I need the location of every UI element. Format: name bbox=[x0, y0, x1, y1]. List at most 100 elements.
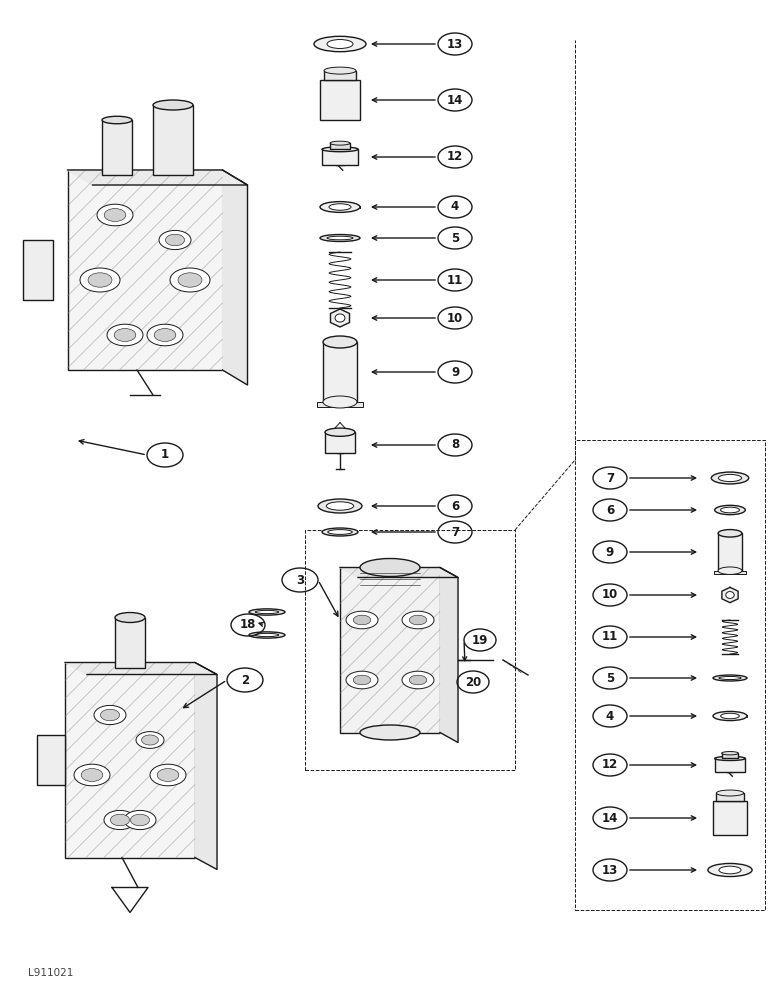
Ellipse shape bbox=[327, 502, 354, 510]
Polygon shape bbox=[440, 568, 458, 742]
Text: 4: 4 bbox=[606, 710, 614, 722]
Ellipse shape bbox=[130, 814, 150, 826]
Ellipse shape bbox=[713, 711, 747, 721]
Ellipse shape bbox=[320, 202, 360, 212]
Text: 11: 11 bbox=[602, 631, 618, 644]
FancyBboxPatch shape bbox=[722, 753, 738, 758]
Text: 14: 14 bbox=[447, 94, 463, 106]
FancyBboxPatch shape bbox=[323, 342, 357, 402]
Ellipse shape bbox=[178, 273, 202, 287]
Ellipse shape bbox=[97, 204, 133, 226]
Text: 5: 5 bbox=[606, 672, 614, 684]
FancyBboxPatch shape bbox=[330, 143, 350, 149]
Ellipse shape bbox=[354, 675, 371, 685]
Text: 7: 7 bbox=[606, 472, 614, 485]
FancyBboxPatch shape bbox=[716, 793, 743, 801]
Ellipse shape bbox=[154, 329, 176, 341]
Text: 9: 9 bbox=[606, 546, 614, 558]
FancyBboxPatch shape bbox=[320, 80, 360, 120]
Text: 19: 19 bbox=[472, 634, 488, 647]
Ellipse shape bbox=[329, 204, 351, 210]
Ellipse shape bbox=[256, 610, 279, 614]
Ellipse shape bbox=[249, 609, 285, 615]
Ellipse shape bbox=[256, 633, 279, 637]
Ellipse shape bbox=[402, 671, 434, 689]
Ellipse shape bbox=[718, 530, 742, 537]
Ellipse shape bbox=[104, 209, 126, 221]
Text: 13: 13 bbox=[447, 37, 463, 50]
Text: 11: 11 bbox=[447, 273, 463, 286]
Ellipse shape bbox=[114, 329, 136, 341]
Text: 10: 10 bbox=[447, 312, 463, 324]
FancyBboxPatch shape bbox=[322, 149, 358, 165]
Text: 7: 7 bbox=[451, 526, 459, 538]
Ellipse shape bbox=[153, 100, 193, 110]
Ellipse shape bbox=[94, 705, 126, 725]
Ellipse shape bbox=[720, 713, 740, 719]
Ellipse shape bbox=[104, 810, 136, 830]
Text: 2: 2 bbox=[241, 674, 249, 686]
Ellipse shape bbox=[147, 324, 183, 346]
FancyBboxPatch shape bbox=[115, 617, 145, 668]
Polygon shape bbox=[65, 662, 217, 674]
Ellipse shape bbox=[115, 612, 145, 622]
Polygon shape bbox=[722, 587, 738, 603]
Ellipse shape bbox=[324, 67, 356, 74]
Ellipse shape bbox=[360, 725, 420, 740]
Ellipse shape bbox=[124, 810, 156, 830]
Ellipse shape bbox=[719, 474, 742, 482]
Text: 9: 9 bbox=[451, 365, 459, 378]
Ellipse shape bbox=[136, 732, 164, 748]
Ellipse shape bbox=[159, 230, 191, 250]
Ellipse shape bbox=[320, 234, 360, 241]
Text: 3: 3 bbox=[296, 574, 304, 586]
Ellipse shape bbox=[718, 567, 742, 574]
Ellipse shape bbox=[165, 234, 185, 246]
Ellipse shape bbox=[74, 764, 110, 786]
Text: 10: 10 bbox=[602, 588, 618, 601]
Text: 1: 1 bbox=[161, 448, 169, 462]
FancyBboxPatch shape bbox=[325, 432, 355, 453]
Polygon shape bbox=[67, 170, 248, 185]
Ellipse shape bbox=[719, 676, 741, 680]
Ellipse shape bbox=[323, 396, 357, 408]
Text: 8: 8 bbox=[451, 438, 459, 452]
Polygon shape bbox=[340, 568, 458, 578]
FancyBboxPatch shape bbox=[714, 571, 746, 574]
Text: 4: 4 bbox=[451, 200, 459, 214]
Text: 6: 6 bbox=[606, 504, 614, 516]
FancyBboxPatch shape bbox=[65, 662, 195, 857]
Ellipse shape bbox=[107, 324, 143, 346]
Ellipse shape bbox=[330, 141, 350, 145]
Ellipse shape bbox=[100, 709, 120, 721]
Polygon shape bbox=[222, 170, 248, 385]
Text: 12: 12 bbox=[602, 758, 618, 772]
Text: 14: 14 bbox=[602, 812, 618, 824]
Ellipse shape bbox=[713, 675, 747, 681]
Ellipse shape bbox=[318, 499, 362, 513]
FancyBboxPatch shape bbox=[37, 735, 65, 785]
Polygon shape bbox=[195, 662, 217, 869]
Ellipse shape bbox=[88, 273, 112, 287]
FancyBboxPatch shape bbox=[718, 533, 742, 571]
Ellipse shape bbox=[354, 615, 371, 625]
Ellipse shape bbox=[719, 866, 741, 874]
Ellipse shape bbox=[360, 558, 420, 576]
FancyBboxPatch shape bbox=[153, 105, 193, 175]
Text: L911021: L911021 bbox=[28, 968, 73, 978]
Text: 5: 5 bbox=[451, 232, 459, 244]
Text: 13: 13 bbox=[602, 863, 618, 876]
Ellipse shape bbox=[327, 236, 353, 240]
Ellipse shape bbox=[80, 268, 120, 292]
FancyBboxPatch shape bbox=[715, 758, 745, 772]
FancyBboxPatch shape bbox=[340, 568, 440, 732]
Ellipse shape bbox=[720, 507, 740, 513]
Ellipse shape bbox=[102, 116, 132, 124]
Ellipse shape bbox=[327, 40, 353, 48]
Ellipse shape bbox=[170, 268, 210, 292]
FancyBboxPatch shape bbox=[102, 120, 132, 175]
Ellipse shape bbox=[409, 615, 427, 625]
FancyBboxPatch shape bbox=[67, 170, 222, 370]
Ellipse shape bbox=[716, 790, 743, 796]
Ellipse shape bbox=[325, 428, 355, 436]
